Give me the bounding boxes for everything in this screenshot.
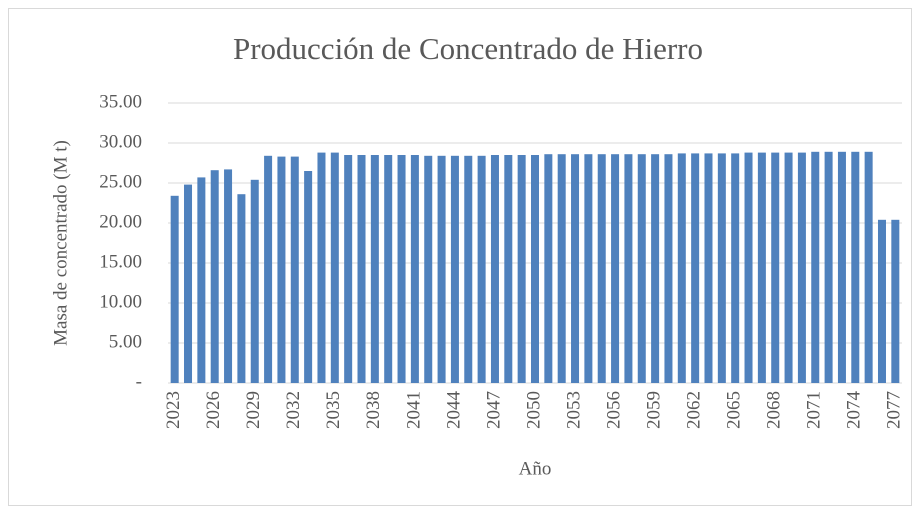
x-tick-label: 2053 — [563, 391, 584, 429]
bar — [224, 169, 233, 383]
bar — [450, 155, 459, 383]
x-tick-label: 2026 — [203, 391, 224, 429]
y-tick-label: 15.00 — [99, 251, 142, 272]
bar — [210, 170, 219, 383]
y-tick-label: 30.00 — [99, 131, 142, 152]
bar — [330, 152, 339, 383]
bar — [757, 152, 766, 383]
bar — [624, 154, 633, 383]
bar — [837, 151, 846, 383]
x-tick-label: 2023 — [163, 391, 184, 429]
y-tick-label: 25.00 — [99, 171, 142, 192]
x-tick-label: 2029 — [243, 391, 264, 429]
bar — [197, 177, 206, 383]
bar — [530, 155, 540, 383]
bar — [824, 151, 833, 383]
bar — [504, 155, 513, 383]
x-tick-label: 2041 — [403, 391, 424, 429]
y-tick-label: 20.00 — [99, 211, 142, 232]
bar — [704, 153, 713, 383]
x-tick-label: 2032 — [283, 391, 304, 429]
y-axis-title: Masa de concentrado (M t) — [50, 140, 71, 346]
bar — [784, 152, 793, 383]
y-tick-label: 10.00 — [99, 291, 142, 312]
bar — [731, 153, 740, 383]
bar — [397, 155, 406, 383]
x-tick-label: 2074 — [844, 391, 865, 430]
bar — [651, 154, 660, 383]
bar — [424, 155, 433, 383]
bar — [891, 219, 900, 383]
x-tick-label: 2077 — [884, 391, 905, 429]
bar — [571, 154, 580, 383]
bar — [691, 153, 700, 383]
bar — [344, 155, 353, 383]
y-tick-label: - — [136, 371, 142, 392]
bar — [290, 156, 299, 383]
bar — [384, 155, 393, 383]
bar — [517, 155, 526, 383]
bar — [637, 154, 646, 383]
y-tick-label: 35.00 — [99, 91, 142, 112]
bar — [490, 155, 499, 383]
x-tick-label: 2059 — [643, 391, 664, 429]
bar — [771, 152, 780, 383]
x-axis-title: Año — [519, 458, 552, 479]
bar — [477, 155, 486, 383]
bar — [264, 155, 273, 383]
bar — [717, 153, 726, 383]
bar — [611, 154, 620, 383]
x-tick-label: 2071 — [804, 391, 825, 429]
x-tick-label: 2047 — [483, 391, 504, 429]
bar — [584, 154, 593, 383]
bar — [464, 155, 473, 383]
x-tick-label: 2068 — [764, 391, 785, 429]
bar — [237, 194, 246, 383]
bar — [864, 151, 873, 383]
bar — [357, 155, 366, 383]
bar — [851, 151, 860, 383]
bar — [557, 154, 566, 383]
bar — [317, 152, 326, 383]
bar — [544, 154, 553, 383]
bar — [304, 171, 313, 383]
x-tick-label: 2056 — [603, 391, 624, 429]
x-tick-label: 2065 — [724, 391, 745, 429]
bar — [370, 155, 379, 383]
y-tick-label: 5.00 — [109, 331, 142, 352]
bar — [744, 152, 753, 383]
x-tick-label: 2062 — [684, 391, 705, 429]
bar — [677, 153, 686, 383]
bar — [437, 155, 446, 383]
bar — [250, 179, 259, 383]
bar — [597, 154, 606, 383]
x-tick-label: 2038 — [363, 391, 384, 429]
bar — [184, 184, 193, 383]
bar — [410, 155, 419, 383]
bar — [170, 195, 179, 383]
bar — [664, 154, 673, 383]
chart-title: Producción de Concentrado de Hierro — [233, 31, 703, 66]
x-tick-label: 2050 — [523, 391, 544, 429]
x-tick-label: 2035 — [323, 391, 344, 429]
bar — [877, 219, 886, 383]
bar — [277, 156, 286, 383]
bar — [797, 152, 806, 383]
bar — [811, 151, 820, 383]
x-tick-label: 2044 — [443, 391, 464, 430]
